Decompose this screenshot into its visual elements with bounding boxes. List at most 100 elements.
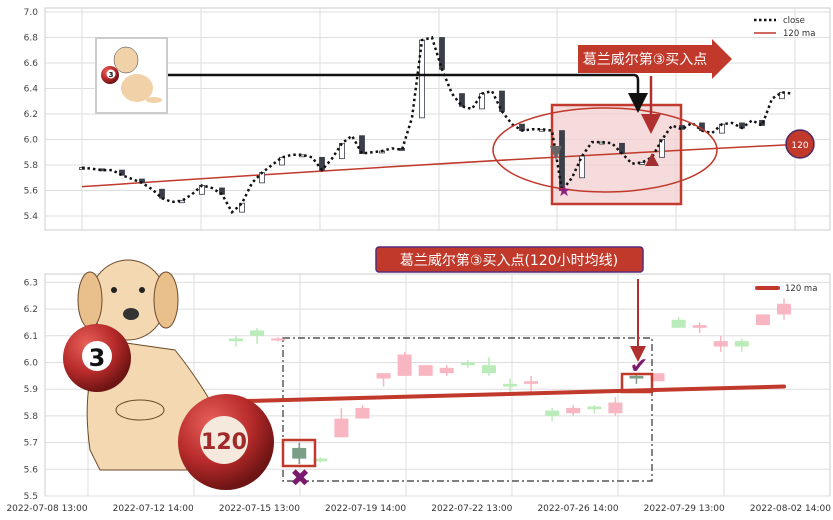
candle — [313, 457, 328, 463]
legend-close-label: close — [783, 16, 805, 26]
candle — [397, 351, 412, 376]
candle — [376, 373, 391, 387]
candle — [608, 397, 623, 416]
ball-3-icon: 3 — [63, 324, 131, 392]
candle — [734, 338, 749, 352]
candle — [439, 365, 454, 376]
top-candle — [359, 135, 365, 154]
bottom-x-tick-label: 2022-07-29 13:00 — [644, 504, 725, 514]
top-candle — [239, 202, 245, 213]
bottom-grid — [45, 274, 830, 497]
top-candle — [479, 93, 485, 110]
top-candle — [779, 91, 785, 100]
bottom-x-tick-label: 2022-08-02 14:00 — [750, 504, 831, 514]
bottom-x-tick-label: 2022-07-26 14:00 — [537, 504, 618, 514]
candle-body — [292, 447, 307, 459]
highlight-box-low — [281, 438, 317, 468]
top-y-tick-label: 5.4 — [24, 212, 39, 222]
dashdot-zone — [282, 337, 653, 482]
top-candle — [279, 156, 285, 166]
candle — [545, 407, 560, 422]
top-candle — [339, 142, 345, 160]
candle — [566, 405, 581, 416]
top-y-tick-label: 7.0 — [24, 8, 39, 18]
candle-body — [777, 303, 791, 315]
ma-120-badge: 120 — [785, 129, 815, 159]
candle — [250, 327, 265, 344]
top-y-tick-label: 6.0 — [24, 136, 39, 146]
ball-120-label: 120 — [201, 430, 247, 455]
bottom-y-tick-label: 5.9 — [24, 385, 39, 395]
candle-body — [481, 365, 496, 374]
buy-point-banner: 葛兰威尔第③买入点 — [578, 39, 732, 79]
highlight-box-buy — [620, 372, 654, 394]
triangle-down-marker — [550, 146, 562, 160]
candle — [418, 365, 433, 376]
bottom-x-tick-label: 2022-07-19 14:00 — [325, 504, 406, 514]
bottom-y-tick-label: 6.3 — [24, 278, 38, 288]
star-marker: ★ — [557, 181, 571, 200]
candle-body — [271, 338, 286, 341]
candle — [271, 337, 286, 342]
top-y-tick-label: 6.2 — [24, 110, 38, 120]
candle-body — [713, 341, 728, 347]
bottom-ma-line — [238, 384, 786, 404]
candle — [777, 298, 791, 320]
ma-badge-label: 120 — [791, 141, 808, 151]
candles — [229, 298, 791, 464]
candle — [650, 373, 665, 382]
cross-marker-icon: ✖ — [290, 464, 310, 492]
close-series — [79, 35, 793, 215]
ball-120-icon: 120 — [178, 394, 274, 490]
candle-body — [313, 458, 328, 462]
bottom-x-tick-label: 2022-07-22 13:00 — [431, 504, 512, 514]
bottom-legend: 120 ma — [755, 284, 817, 294]
top-candle — [559, 130, 565, 191]
top-y-tick-label: 6.6 — [24, 59, 39, 69]
bottom-x-tick-label: 2022-07-15 13:00 — [219, 504, 300, 514]
bottom-y-tick-label: 5.6 — [24, 465, 39, 475]
top-ma-line — [81, 143, 793, 188]
top-panel: 5.45.65.86.06.26.46.66.87.0 3 葛兰威尔第③买入点 … — [24, 7, 831, 231]
ball-3-label: 3 — [89, 344, 106, 372]
bottom-y-tick-label: 6.2 — [24, 305, 38, 315]
top-y-tick-label: 6.8 — [24, 34, 39, 44]
candle-body — [439, 367, 454, 374]
highlight-ellipse — [492, 107, 718, 193]
top-y-tick-label: 6.4 — [24, 85, 39, 95]
title-box: 葛兰威尔第③买入点(120小时均线) — [375, 246, 644, 273]
title-box-label: 葛兰威尔第③买入点(120小时均线) — [400, 252, 618, 269]
bottom-x-tick-label: 2022-07-08 13:00 — [6, 504, 87, 514]
candle-body — [755, 314, 770, 326]
candle-body — [418, 365, 433, 376]
top-candle — [579, 155, 585, 179]
candle-body — [608, 402, 623, 414]
candle-body — [545, 410, 560, 416]
candle-body — [334, 418, 349, 438]
banner-label: 葛兰威尔第③买入点 — [583, 51, 708, 68]
candle — [334, 407, 349, 438]
candle-body — [629, 375, 644, 379]
bottom-y-tick-label: 5.8 — [24, 412, 39, 422]
legend-ma-label-bottom: 120 ma — [785, 284, 817, 294]
bottom-x-ticks: 2022-07-08 13:00 2022-07-12 14:00 2022-07-… — [6, 504, 831, 514]
candle-body — [503, 383, 517, 387]
legend-ma-label: 120 ma — [783, 29, 815, 39]
candle-body — [376, 373, 391, 379]
bottom-y-tick-label: 5.5 — [24, 492, 38, 502]
top-candle — [159, 188, 165, 199]
candle-body — [692, 325, 707, 328]
bottom-y-tick-label: 5.7 — [24, 439, 38, 449]
black-pointer-arrow — [168, 73, 648, 113]
candle — [524, 375, 539, 392]
candle-body — [734, 341, 749, 347]
candle-body — [524, 381, 539, 384]
candle — [713, 335, 728, 352]
candle — [460, 359, 475, 368]
ball-3-small-label: 3 — [109, 71, 114, 79]
top-candle — [459, 93, 465, 107]
candle-body — [566, 407, 581, 414]
dog-thumbnail: 3 — [95, 37, 168, 114]
candle — [587, 405, 602, 414]
